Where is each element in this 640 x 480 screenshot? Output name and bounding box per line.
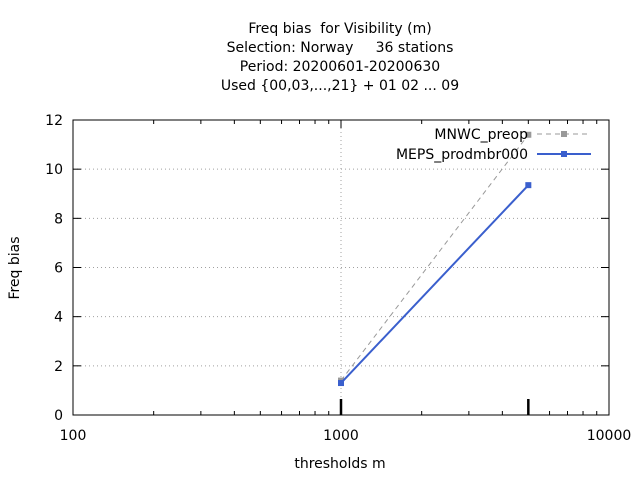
y-tick-label-2: 4: [54, 310, 63, 326]
title-line-3: Period: 20200601-20200630: [239, 59, 441, 75]
data-point-MEPS_prodmbr000-1: [525, 182, 532, 189]
series-line-MNWC_preop: [340, 134, 529, 381]
legend-label-MNWC_preop: MNWC_preop: [434, 127, 528, 143]
series-line-MEPS_prodmbr000: [340, 184, 530, 384]
y-tick-label-3: 6: [54, 261, 63, 277]
data-point-MEPS_prodmbr000-0: [338, 380, 344, 387]
chart-title: Freq bias for Visibility (m) Selection: …: [0, 20, 640, 96]
y-tick-label-0: 0: [54, 408, 63, 424]
x-tick-label-2: 10000: [587, 428, 632, 444]
legend-label-MEPS_prodmbr000: MEPS_prodmbr000: [396, 147, 528, 163]
y-tick-label-4: 8: [54, 211, 63, 227]
y-tick-label-1: 2: [54, 359, 63, 375]
legend-marker-MNWC_preop: [561, 131, 567, 137]
title-line-1: Freq bias for Visibility (m): [248, 21, 432, 37]
y-tick-label-6: 12: [45, 113, 63, 129]
x-tick-label-0: 100: [60, 428, 87, 444]
y-axis-label: Freq bias: [7, 236, 23, 300]
data-point-MNWC_preop-1: [525, 131, 532, 138]
legend-marker-MEPS_prodmbr000: [561, 151, 567, 157]
x-tick-label-1: 1000: [323, 428, 359, 444]
title-line-4: Used {00,03,...,21} + 01 02 ... 09: [220, 78, 460, 94]
title-line-2: Selection: Norway 36 stations: [226, 40, 454, 56]
y-tick-label-5: 10: [45, 162, 63, 178]
x-axis-label: thresholds m: [294, 456, 386, 472]
